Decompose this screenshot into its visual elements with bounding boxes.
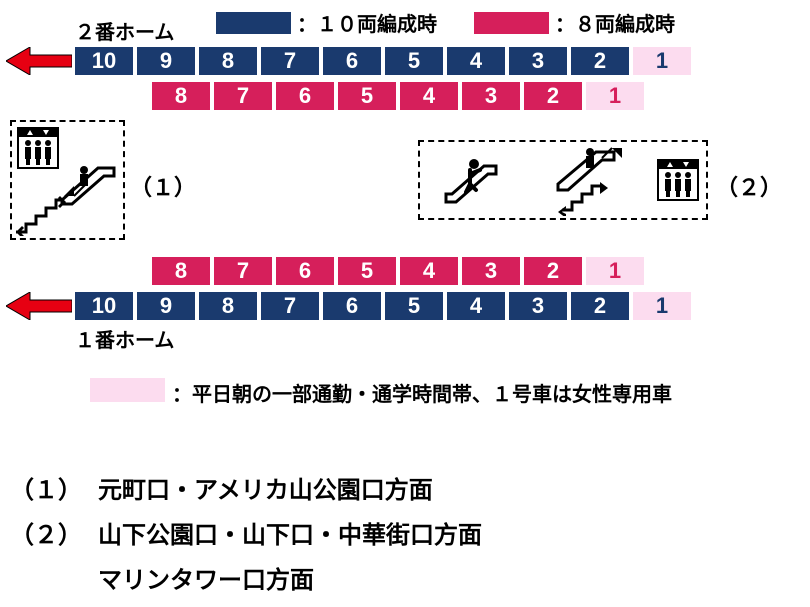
legend-swatch-blue [216, 12, 291, 34]
legend-label-pink: ：平日朝の一部通勤・通学時間帯、１号車は女性専用車 [172, 378, 672, 407]
car-4: 4 [400, 257, 458, 285]
stairs-icon [14, 196, 66, 236]
car-7: 7 [261, 292, 319, 320]
platform-1-label: １番ホーム [75, 324, 174, 353]
car-5: 5 [338, 82, 396, 110]
car-2: 2 [524, 82, 582, 110]
car-5: 5 [385, 47, 443, 75]
car-8: 8 [152, 257, 210, 285]
car-8: 8 [152, 82, 210, 110]
direction-arrow-top [6, 47, 72, 75]
car-2: 2 [524, 257, 582, 285]
exit-prefix-1: （１） [10, 470, 82, 505]
car-3: 3 [462, 82, 520, 110]
car-8: 8 [199, 47, 257, 75]
car-9: 9 [137, 292, 195, 320]
car-4: 4 [400, 82, 458, 110]
car-6: 6 [276, 82, 334, 110]
car-1: 1 [586, 82, 644, 110]
car-7: 7 [214, 257, 272, 285]
platform-2-label: ２番ホーム [75, 16, 174, 45]
car-2: 2 [571, 292, 629, 320]
legend-swatch-red [474, 12, 549, 34]
car-1: 1 [633, 47, 691, 75]
car-9: 9 [137, 47, 195, 75]
legend-10car: ：１０両編成時 [216, 8, 437, 37]
exit-label-1: （１） [130, 170, 196, 202]
escalator-up-person-icon [440, 150, 500, 210]
legend-label-10car: ：１０両編成時 [297, 8, 437, 37]
platform-1-10car-row: 10987654321 [75, 292, 691, 320]
exit-text-3: マリンタワー口方面 [98, 560, 314, 595]
car-5: 5 [338, 257, 396, 285]
car-6: 6 [323, 292, 381, 320]
escalator-stairs-up-icon [548, 144, 638, 216]
car-3: 3 [509, 47, 567, 75]
exit-label-2: （２） [716, 170, 782, 202]
car-1: 1 [633, 292, 691, 320]
platform-2-8car-row: 87654321 [152, 82, 644, 110]
legend-label-8car: ：８両編成時 [555, 8, 675, 37]
exit-text-2: 山下公園口・山下口・中華街口方面 [98, 515, 482, 550]
car-3: 3 [509, 292, 567, 320]
legend-swatch-pink [90, 378, 165, 402]
car-1: 1 [586, 257, 644, 285]
car-4: 4 [447, 292, 505, 320]
car-7: 7 [214, 82, 272, 110]
car-3: 3 [462, 257, 520, 285]
legend-8car: ：８両編成時 [474, 8, 675, 37]
car-6: 6 [276, 257, 334, 285]
car-10: 10 [75, 292, 133, 320]
escalator-down-icon [58, 160, 118, 208]
platform-2-10car-row: 10987654321 [75, 47, 691, 75]
car-8: 8 [199, 292, 257, 320]
car-2: 2 [571, 47, 629, 75]
car-7: 7 [261, 47, 319, 75]
car-10: 10 [75, 47, 133, 75]
car-5: 5 [385, 292, 443, 320]
exit-prefix-2: （２） [10, 515, 82, 550]
elevator-icon [16, 126, 60, 170]
platform-1-8car-row: 87654321 [152, 257, 644, 285]
direction-arrow-bottom [6, 292, 72, 320]
car-4: 4 [447, 47, 505, 75]
exit-text-1: 元町口・アメリカ山公園口方面 [98, 470, 433, 505]
elevator-icon-2 [656, 158, 700, 202]
car-6: 6 [323, 47, 381, 75]
